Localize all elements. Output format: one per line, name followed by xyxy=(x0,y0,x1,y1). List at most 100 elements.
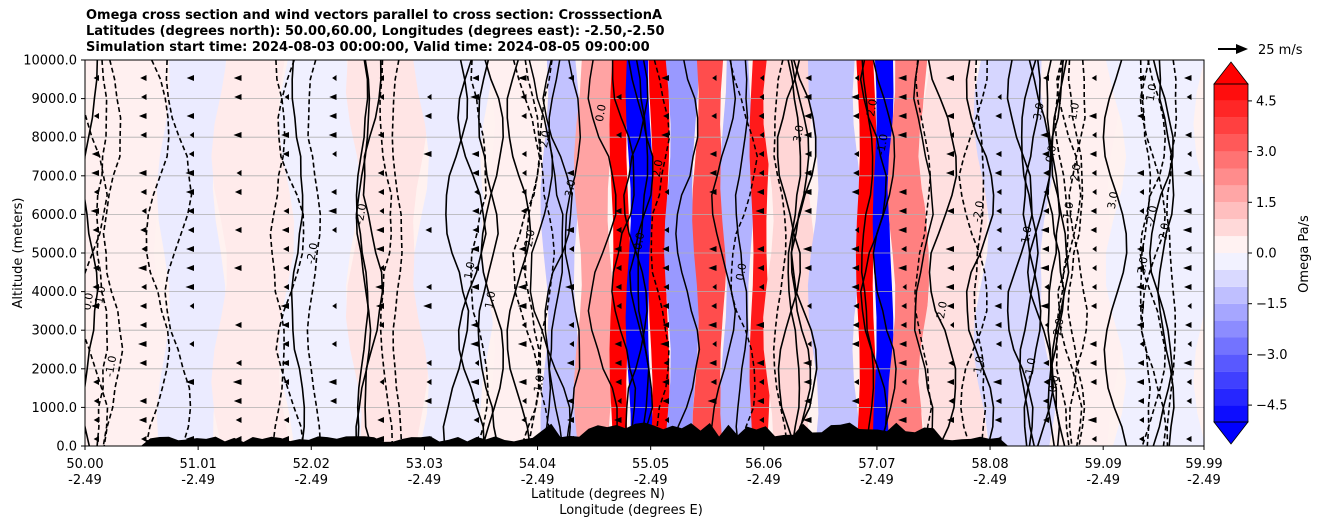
wind-vector xyxy=(712,341,717,347)
wind-vector xyxy=(614,246,622,252)
wind-vector xyxy=(614,360,622,366)
wind-vector xyxy=(331,341,337,347)
wind-vector xyxy=(377,417,384,423)
wind-vector xyxy=(1138,303,1144,309)
wind-vector xyxy=(1186,398,1192,404)
wind-vector xyxy=(1089,151,1097,157)
wind-vector xyxy=(898,265,907,271)
wind-vector xyxy=(1136,170,1144,176)
wind-vector xyxy=(1185,132,1192,138)
wind-vector xyxy=(186,113,194,119)
wind-vector xyxy=(426,360,432,366)
wind-vector xyxy=(1184,75,1192,81)
wind-vector xyxy=(234,94,242,100)
wind-vector xyxy=(565,284,574,290)
contour-line xyxy=(965,60,995,446)
contour-label: -1.0 xyxy=(970,355,987,378)
contour-line xyxy=(512,60,541,446)
wind-vector xyxy=(472,227,479,233)
wind-vector xyxy=(566,398,574,404)
wind-vector xyxy=(802,417,812,423)
wind-vector xyxy=(1089,341,1097,347)
wind-vector xyxy=(803,132,812,138)
wind-vector xyxy=(138,341,147,347)
wind-vector xyxy=(1139,208,1144,214)
wind-vector xyxy=(614,341,622,347)
wind-vector xyxy=(1040,265,1049,271)
wind-vector xyxy=(90,208,99,214)
contour-line xyxy=(539,60,556,446)
wind-vector xyxy=(756,398,764,404)
wind-vector xyxy=(566,360,574,366)
wind-vector xyxy=(568,75,574,81)
contour-line xyxy=(523,60,542,446)
wind-vector xyxy=(233,132,242,138)
omega-contour-lines xyxy=(85,60,1178,446)
wind-vector xyxy=(663,113,669,119)
wind-vector xyxy=(521,113,527,119)
wind-vector xyxy=(474,189,479,195)
x-tick-label-lon: -2.49 xyxy=(634,473,668,488)
colorbar-segment xyxy=(1214,219,1248,237)
wind-vector xyxy=(851,246,859,252)
wind-vector xyxy=(282,341,289,347)
colorbar-segment xyxy=(1214,168,1248,186)
wind-vector xyxy=(804,170,812,176)
x-tick-label-lat: 55.05 xyxy=(632,457,669,472)
wind-vector xyxy=(517,75,527,81)
wind-vector xyxy=(948,360,954,366)
wind-vector xyxy=(140,227,147,233)
wind-vector xyxy=(332,75,337,81)
wind-vector xyxy=(661,132,669,138)
terrain-fill xyxy=(85,422,1204,446)
wind-vector xyxy=(1183,360,1192,366)
wind-vector xyxy=(1040,303,1049,309)
wind-vector xyxy=(804,208,812,214)
wind-vector xyxy=(898,417,907,423)
wind-vector xyxy=(1137,360,1144,366)
contour-label: -1.0 xyxy=(1060,201,1077,224)
wind-vector xyxy=(898,75,907,81)
contour-line xyxy=(480,60,505,446)
wind-vector xyxy=(140,132,147,138)
wind-vector xyxy=(331,227,337,233)
contour-label: -2.0 xyxy=(1144,205,1161,228)
wind-vector xyxy=(946,379,954,385)
wind-vector xyxy=(615,94,622,100)
wind-vector xyxy=(994,303,1002,309)
wind-vector xyxy=(898,227,907,233)
colorbar-segment xyxy=(1214,388,1248,406)
wind-vector xyxy=(1043,189,1049,195)
wind-vector xyxy=(710,379,717,385)
wind-vector xyxy=(521,189,527,195)
wind-vector xyxy=(852,113,859,119)
colorbar-extend-min xyxy=(1213,421,1249,445)
x-tick-label-lat: 51.01 xyxy=(180,457,217,472)
wind-vector xyxy=(995,151,1002,157)
x-tick-label-lon: -2.49 xyxy=(747,473,781,488)
y-tick-label: 8000.0 xyxy=(32,131,78,146)
contour-label: 1.0 xyxy=(1019,225,1035,244)
wind-vector xyxy=(141,208,147,214)
contour-labels: 0.01.0-1.02.0-2.03.00.01.0-1.02.0-2.03.0… xyxy=(85,83,1172,394)
wind-vector xyxy=(517,341,527,347)
wind-vector xyxy=(1139,189,1144,195)
colorbar-tick-label: 0.0 xyxy=(1256,247,1277,262)
wind-vector xyxy=(282,151,289,157)
wind-vector xyxy=(568,246,574,252)
wind-vector xyxy=(233,265,242,271)
wind-vector xyxy=(92,284,99,290)
wind-vector xyxy=(663,360,669,366)
wind-vector xyxy=(141,246,147,252)
wind-vector xyxy=(945,75,954,81)
wind-vector xyxy=(470,379,479,385)
wind-vector xyxy=(520,94,527,100)
wind-vector xyxy=(802,360,812,366)
x-tick-label-lon: -2.49 xyxy=(294,473,328,488)
wind-vector xyxy=(1091,284,1097,290)
wind-vector xyxy=(521,417,527,423)
wind-vector xyxy=(804,265,812,271)
wind-vector xyxy=(189,132,194,138)
chart-title-line-2: Latitudes (degrees north): 50.00,60.00, … xyxy=(86,24,665,39)
